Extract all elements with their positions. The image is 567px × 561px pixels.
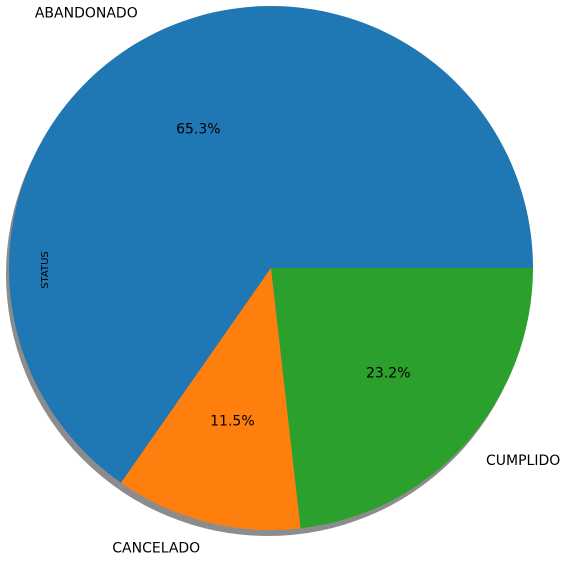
y-axis-label: STATUS <box>40 251 51 289</box>
pie-pct-label-cancelado: 11.5% <box>210 413 254 429</box>
pie-pct-label-cumplido: 23.2% <box>366 366 410 382</box>
pie-category-label-cumplido: CUMPLIDO <box>486 453 560 469</box>
pie-slices <box>8 5 533 530</box>
pie-slice-abandonado <box>8 5 533 483</box>
pie-pct-label-abandonado: 65.3% <box>176 122 220 138</box>
pie-category-label-cancelado: CANCELADO <box>112 540 200 556</box>
pie-slice-cumplido <box>271 268 533 529</box>
pie-slice-cancelado <box>121 268 301 530</box>
pie-labels: 65.3% ABANDONADO 11.5% CANCELADO 23.2% CUMPLI… <box>35 5 560 556</box>
pie-category-label-abandonado: ABANDONADO <box>35 5 138 21</box>
